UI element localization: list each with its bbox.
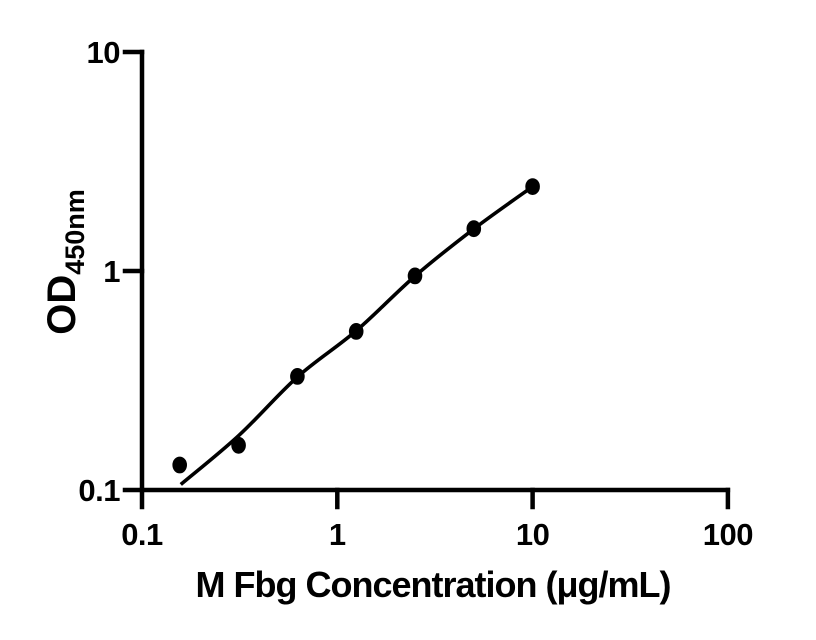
data-point [525, 178, 540, 196]
data-point [466, 220, 482, 238]
x-tick-label: 100 [703, 517, 753, 552]
y-axis-title-main: OD [40, 275, 84, 335]
data-point [172, 456, 187, 474]
x-tick-label: 0.1 [121, 517, 163, 552]
data-point [231, 436, 246, 454]
data-point [348, 323, 364, 340]
y-tick-label: 10 [87, 35, 120, 70]
axis-titles: M Fbg Concentration (μg/mL) OD450nm [40, 189, 671, 605]
y-axis-title-subscript: 450nm [60, 189, 90, 275]
x-axis-title: M Fbg Concentration (μg/mL) [196, 564, 671, 605]
data-point [407, 267, 423, 285]
data-points [172, 178, 540, 474]
y-tick-label: 0.1 [78, 473, 120, 508]
axes: 0.1 1 10 0.1 1 10 100 [78, 35, 753, 552]
y-tick-label: 1 [103, 254, 120, 289]
y-axis-title: OD450nm [40, 189, 90, 335]
data-point [290, 368, 305, 385]
x-tick-label: 10 [516, 517, 549, 552]
x-tick-label: 1 [329, 517, 346, 552]
